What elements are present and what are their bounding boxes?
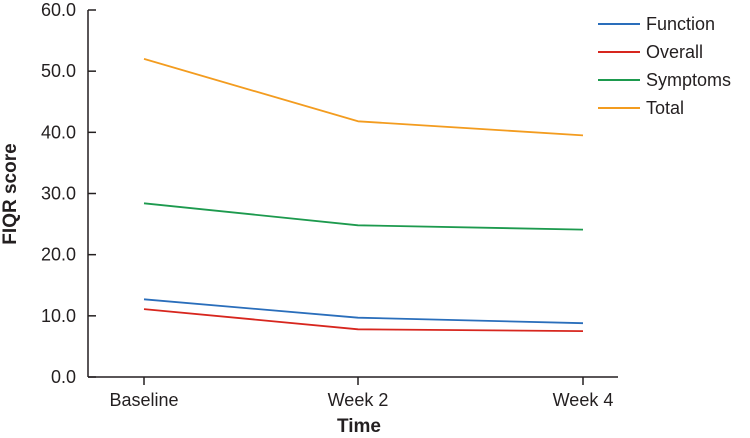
legend-label-total: Total xyxy=(646,98,684,118)
y-ticks: 0.0 10.0 20.0 30.0 40.0 50.0 60.0 xyxy=(41,0,96,387)
y-tick-label: 10.0 xyxy=(41,306,76,326)
y-tick-label: 30.0 xyxy=(41,184,76,204)
x-ticks: Baseline Week 2 Week 4 xyxy=(109,377,613,410)
legend-label-overall: Overall xyxy=(646,42,703,62)
series-lines xyxy=(143,58,584,332)
y-axis-title: FIQR score xyxy=(0,143,21,244)
legend: Function Overall Symptoms Total xyxy=(598,14,731,118)
y-tick-label: 50.0 xyxy=(41,61,76,81)
legend-label-function: Function xyxy=(646,14,715,34)
x-axis-title: Time xyxy=(337,416,381,437)
x-tick-label: Week 4 xyxy=(553,390,614,410)
series-line-symptoms xyxy=(143,202,584,231)
series-line-total xyxy=(143,58,584,137)
y-tick-label: 60.0 xyxy=(41,0,76,20)
y-tick-label: 0.0 xyxy=(51,367,76,387)
x-tick-label: Baseline xyxy=(109,390,178,410)
series-line-function xyxy=(143,298,584,325)
y-tick-label: 20.0 xyxy=(41,245,76,265)
series-line-overall xyxy=(143,308,584,332)
x-tick-label: Week 2 xyxy=(328,390,389,410)
legend-label-symptoms: Symptoms xyxy=(646,70,731,90)
y-tick-label: 40.0 xyxy=(41,122,76,142)
